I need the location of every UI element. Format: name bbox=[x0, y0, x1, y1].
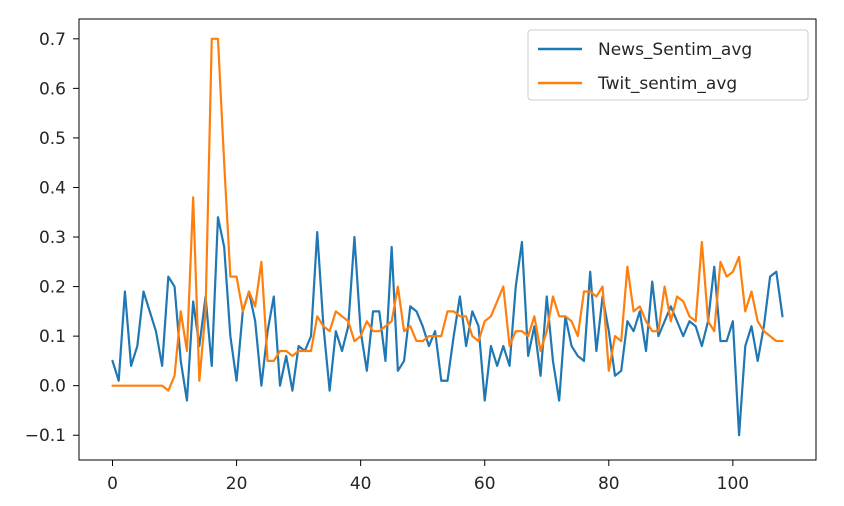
x-tick-label: 40 bbox=[350, 474, 372, 494]
plot-frame bbox=[78, 18, 817, 461]
series-line-news-sentim-avg bbox=[111, 216, 784, 437]
plot-lines bbox=[111, 37, 784, 437]
y-tick-label: 0.1 bbox=[39, 327, 66, 347]
x-tick-label: 0 bbox=[107, 474, 118, 494]
legend-label-twit: Twit_sentim_avg bbox=[597, 74, 737, 94]
x-tick-label: 80 bbox=[598, 474, 620, 494]
legend: News_Sentim_avg Twit_sentim_avg bbox=[527, 29, 809, 101]
x-tick-label: 100 bbox=[717, 474, 749, 494]
series-line-twit-sentim-avg bbox=[111, 37, 784, 392]
y-tick-label: 0.3 bbox=[39, 228, 66, 248]
y-tick-label: 0.2 bbox=[39, 278, 66, 298]
y-tick-label: 0.5 bbox=[39, 129, 66, 149]
y-tick-label: 0.0 bbox=[39, 377, 66, 397]
y-tick-label: 0.6 bbox=[39, 79, 66, 99]
y-tick-label: 0.4 bbox=[39, 178, 66, 198]
y-axis: −0.1 0.0 0.1 0.2 0.3 0.4 0.5 0.6 0.7 bbox=[25, 30, 79, 446]
x-tick-label: 20 bbox=[226, 474, 248, 494]
legend-box bbox=[527, 29, 809, 101]
x-axis: 0 20 40 60 80 100 bbox=[107, 460, 749, 494]
y-tick-label: 0.7 bbox=[39, 30, 66, 50]
x-tick-label: 60 bbox=[474, 474, 496, 494]
legend-label-news: News_Sentim_avg bbox=[598, 40, 752, 60]
y-tick-label: −0.1 bbox=[25, 426, 66, 446]
